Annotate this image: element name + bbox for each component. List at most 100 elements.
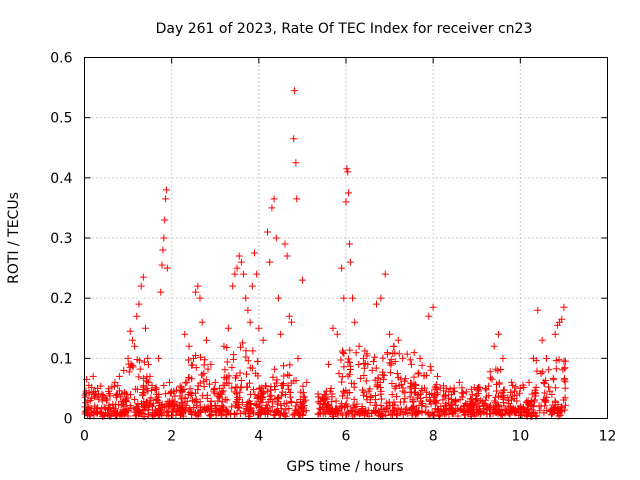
data-point xyxy=(159,246,167,254)
noise-point xyxy=(102,396,110,404)
noise-point xyxy=(279,381,287,389)
noise-point xyxy=(127,391,135,399)
noise-point xyxy=(133,355,141,363)
data-point xyxy=(551,330,559,338)
noise-point xyxy=(137,400,145,408)
noise-point xyxy=(388,380,396,388)
noise-point xyxy=(319,410,327,418)
data-point xyxy=(455,378,463,386)
data-point xyxy=(373,300,381,308)
noise-point xyxy=(384,408,392,416)
noise-point xyxy=(217,409,225,417)
noise-point xyxy=(207,410,215,418)
noise-point xyxy=(272,379,280,387)
noise-point xyxy=(350,395,358,403)
noise-point xyxy=(410,373,418,381)
noise-point xyxy=(299,407,307,415)
noise-point xyxy=(219,387,227,395)
noise-point xyxy=(282,409,290,417)
noise-point xyxy=(242,347,250,355)
noise-point xyxy=(87,404,95,412)
data-point xyxy=(499,354,507,362)
noise-point xyxy=(139,385,147,393)
data-point xyxy=(181,330,189,338)
data-point xyxy=(85,381,93,389)
noise-point xyxy=(476,407,484,415)
noise-point xyxy=(120,397,128,405)
noise-point xyxy=(378,410,386,418)
noise-point xyxy=(185,373,193,381)
noise-point xyxy=(561,364,569,372)
data-point xyxy=(281,240,289,248)
noise-point xyxy=(194,408,202,416)
noise-point xyxy=(161,403,169,411)
data-point xyxy=(94,384,102,392)
data-point xyxy=(529,354,537,362)
noise-point xyxy=(283,399,291,407)
noise-point xyxy=(508,381,516,389)
noise-point xyxy=(552,398,560,406)
noise-point xyxy=(237,343,245,351)
noise-point xyxy=(162,390,170,398)
noise-point xyxy=(513,397,521,405)
noise-point xyxy=(420,372,428,380)
data-point xyxy=(342,198,350,206)
noise-point xyxy=(343,411,351,419)
noise-point xyxy=(121,402,129,410)
noise-point xyxy=(244,399,252,407)
noise-point xyxy=(532,389,540,397)
noise-point xyxy=(347,379,355,387)
noise-point xyxy=(332,410,340,418)
y-tick-label: 0 xyxy=(64,412,73,428)
noise-point xyxy=(523,406,531,414)
noise-point xyxy=(442,391,450,399)
noise-point xyxy=(128,361,136,369)
noise-point xyxy=(543,393,551,401)
noise-point xyxy=(151,386,159,394)
noise-point xyxy=(458,384,466,392)
data-point xyxy=(377,294,385,302)
data-point xyxy=(148,381,156,389)
data-point xyxy=(246,318,254,326)
noise-point xyxy=(254,357,262,365)
noise-point xyxy=(203,394,211,402)
noise-point xyxy=(256,385,264,393)
noise-point xyxy=(269,373,277,381)
noise-point xyxy=(181,394,189,402)
noise-point xyxy=(545,366,553,374)
data-point xyxy=(128,336,136,344)
data-point xyxy=(270,195,278,203)
noise-point xyxy=(332,397,340,405)
noise-point xyxy=(340,363,348,371)
noise-point xyxy=(439,408,447,416)
noise-point xyxy=(151,411,159,419)
noise-point xyxy=(246,404,254,412)
noise-point xyxy=(221,366,229,374)
x-tick-label: 10 xyxy=(511,429,529,445)
data-point xyxy=(442,384,450,392)
noise-point xyxy=(92,391,100,399)
x-tick-label: 6 xyxy=(342,429,351,445)
noise-point xyxy=(383,349,391,357)
noise-point xyxy=(461,408,469,416)
noise-point xyxy=(457,405,465,413)
data-point xyxy=(229,282,237,290)
data-point xyxy=(429,303,437,311)
noise-point xyxy=(421,408,429,416)
noise-point xyxy=(242,370,250,378)
data-point xyxy=(538,336,546,344)
noise-point xyxy=(386,402,394,410)
data-point xyxy=(259,336,267,344)
noise-point xyxy=(340,349,348,357)
noise-point xyxy=(415,370,423,378)
data-point xyxy=(272,234,280,242)
noise-point xyxy=(109,400,117,408)
noise-point xyxy=(248,364,256,372)
noise-point xyxy=(433,385,441,393)
noise-point xyxy=(82,399,90,407)
noise-point xyxy=(361,411,369,419)
noise-point xyxy=(562,401,570,409)
data-point xyxy=(325,360,333,368)
data-point xyxy=(244,306,252,314)
noise-point xyxy=(371,353,379,361)
